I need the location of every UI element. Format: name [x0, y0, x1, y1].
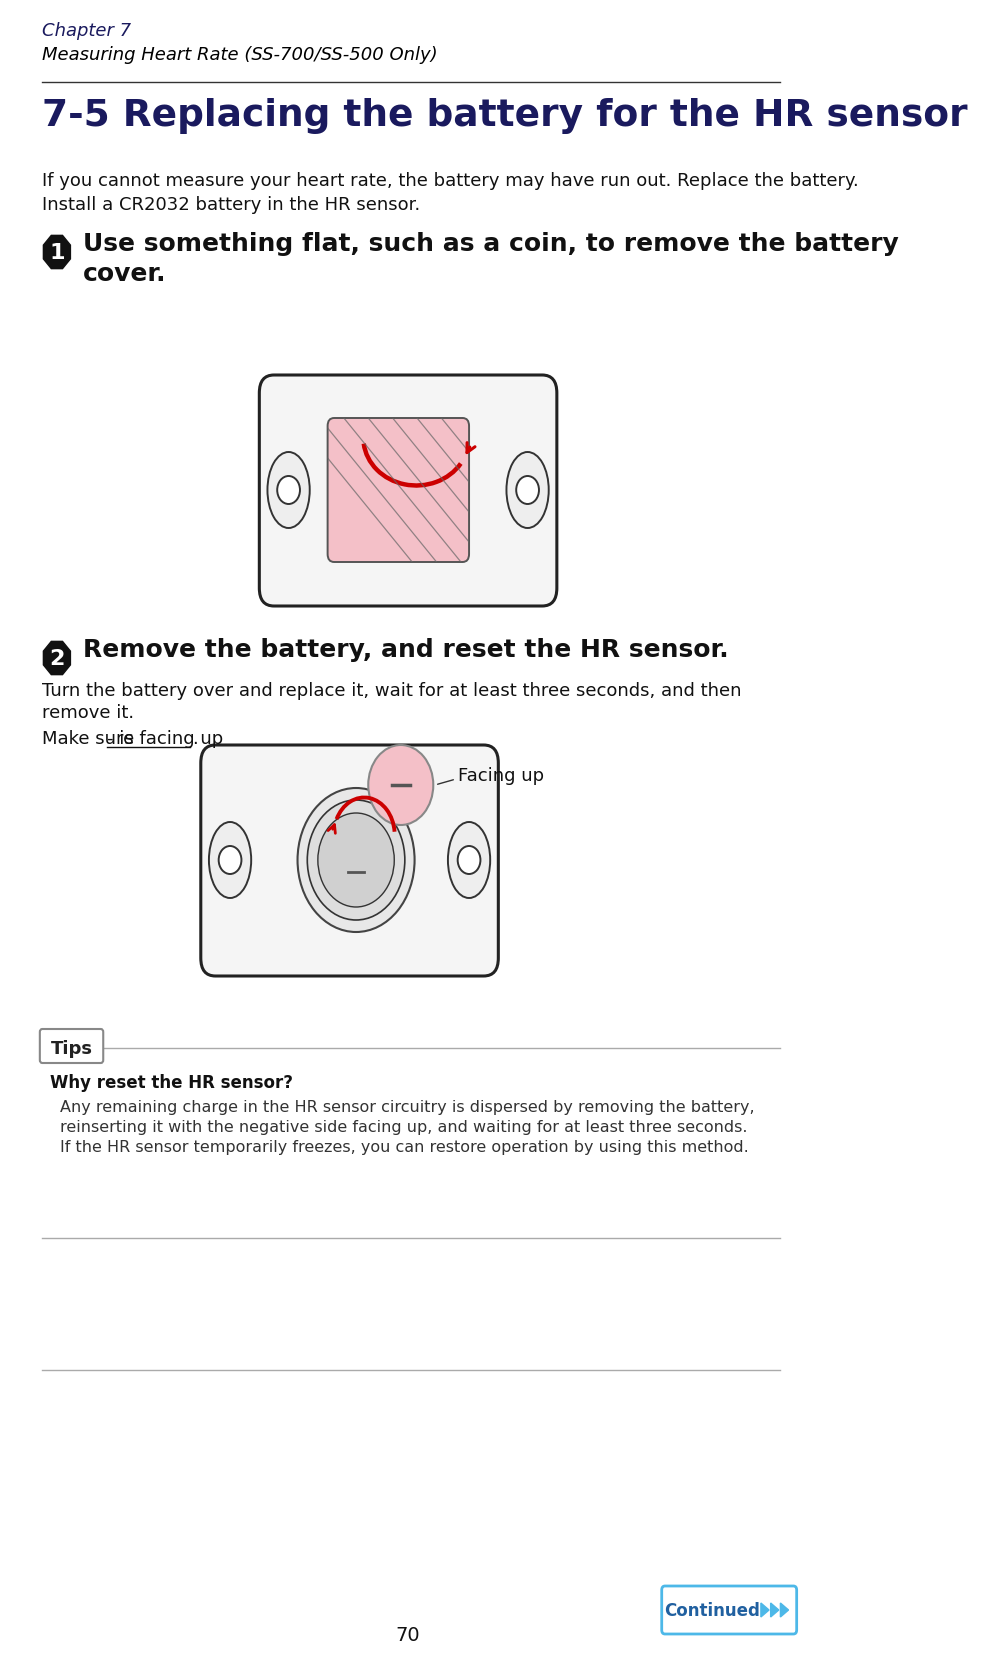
- Ellipse shape: [506, 452, 549, 529]
- Text: cover.: cover.: [83, 262, 166, 285]
- Polygon shape: [760, 1603, 768, 1616]
- Circle shape: [307, 801, 404, 921]
- FancyBboxPatch shape: [259, 375, 557, 605]
- Text: 70: 70: [395, 1626, 420, 1645]
- Circle shape: [368, 746, 433, 826]
- Text: If the HR sensor temporarily freezes, you can restore operation by using this me: If the HR sensor temporarily freezes, yo…: [60, 1139, 748, 1154]
- Text: Use something flat, such as a coin, to remove the battery: Use something flat, such as a coin, to r…: [83, 232, 898, 255]
- FancyBboxPatch shape: [201, 746, 497, 976]
- Text: reinserting it with the negative side facing up, and waiting for at least three : reinserting it with the negative side fa…: [60, 1119, 747, 1134]
- Circle shape: [457, 846, 480, 874]
- Text: Facing up: Facing up: [457, 767, 544, 786]
- Text: Remove the battery, and reset the HR sensor.: Remove the battery, and reset the HR sen…: [83, 637, 728, 662]
- Polygon shape: [43, 642, 70, 674]
- Circle shape: [219, 846, 241, 874]
- Text: Make sure: Make sure: [42, 731, 140, 747]
- Text: 2: 2: [49, 649, 64, 669]
- FancyBboxPatch shape: [661, 1586, 795, 1635]
- Polygon shape: [779, 1603, 787, 1616]
- Text: Install a CR2032 battery in the HR sensor.: Install a CR2032 battery in the HR senso…: [42, 197, 420, 214]
- FancyBboxPatch shape: [327, 419, 468, 562]
- Text: Any remaining charge in the HR sensor circuitry is dispersed by removing the bat: Any remaining charge in the HR sensor ci…: [60, 1099, 754, 1114]
- Circle shape: [516, 475, 539, 504]
- Text: Why reset the HR sensor?: Why reset the HR sensor?: [50, 1074, 293, 1093]
- FancyBboxPatch shape: [40, 1029, 103, 1063]
- Polygon shape: [43, 235, 70, 269]
- Text: If you cannot measure your heart rate, the battery may have run out. Replace the: If you cannot measure your heart rate, t…: [42, 172, 859, 190]
- Text: remove it.: remove it.: [42, 704, 134, 722]
- Text: Turn the battery over and replace it, wait for at least three seconds, and then: Turn the battery over and replace it, wa…: [42, 682, 741, 701]
- Text: Chapter 7: Chapter 7: [42, 22, 131, 40]
- Circle shape: [318, 812, 394, 907]
- Circle shape: [277, 475, 300, 504]
- Text: Continued: Continued: [664, 1601, 759, 1620]
- Circle shape: [297, 787, 414, 932]
- Text: Measuring Heart Rate (SS-700/SS-500 Only): Measuring Heart Rate (SS-700/SS-500 Only…: [42, 47, 437, 63]
- Text: - is facing up: - is facing up: [107, 731, 224, 747]
- Text: 7-5 Replacing the battery for the HR sensor: 7-5 Replacing the battery for the HR sen…: [42, 98, 967, 133]
- Text: .: .: [192, 731, 198, 747]
- Ellipse shape: [447, 822, 489, 897]
- Ellipse shape: [209, 822, 251, 897]
- Text: 1: 1: [49, 244, 64, 264]
- Ellipse shape: [267, 452, 309, 529]
- Polygon shape: [770, 1603, 778, 1616]
- Text: Tips: Tips: [50, 1041, 92, 1058]
